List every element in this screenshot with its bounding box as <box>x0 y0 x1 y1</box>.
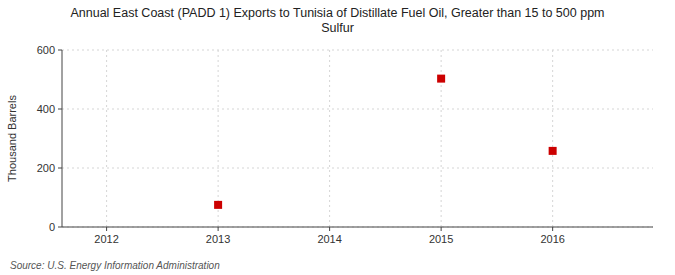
y-axis-label: Thousand Barrels <box>6 95 18 182</box>
x-tick-label: 2015 <box>429 233 453 245</box>
annotation: Source: U.S. Energy Information Administ… <box>10 260 220 271</box>
title-line: Annual East Coast (PADD 1) Exports to Tu… <box>70 6 604 20</box>
axes: 2012 2013 2014 2015 2016 0 200 400 600 <box>37 44 653 245</box>
chart: Annual East Coast (PADD 1) Exports to Tu… <box>0 0 675 275</box>
x-tick-label: 2013 <box>206 233 230 245</box>
grid-line-y <box>62 109 653 110</box>
x-axis-line <box>62 227 653 228</box>
grid-line-y <box>62 227 653 228</box>
grid-line-y <box>62 50 653 51</box>
x-tick-label: 2016 <box>540 233 564 245</box>
grid-line-x <box>329 50 330 227</box>
y-tick-label: 0 <box>49 221 55 233</box>
x-tick <box>329 227 330 231</box>
y-tick <box>58 227 62 228</box>
point <box>214 201 222 209</box>
grid-line-x <box>106 50 107 227</box>
points <box>214 75 557 209</box>
point <box>549 147 557 155</box>
title-line: Sulfur <box>321 21 354 35</box>
grid-line-x <box>552 50 553 227</box>
title: Annual East Coast (PADD 1) Exports to Tu… <box>70 6 604 35</box>
y-tick <box>58 50 62 51</box>
grid-line-x <box>218 50 219 227</box>
x-tick <box>552 227 553 231</box>
x-tick <box>106 227 107 231</box>
x-tick <box>218 227 219 231</box>
y-tick <box>58 168 62 169</box>
grid <box>62 50 653 227</box>
background <box>0 0 675 275</box>
point <box>437 75 445 83</box>
y-axis-line <box>62 50 63 227</box>
y-tick-label: 200 <box>37 162 55 174</box>
x-tick-label: 2014 <box>317 233 341 245</box>
x-tick-label: 2012 <box>94 233 118 245</box>
y-tick <box>58 109 62 110</box>
x-tick <box>441 227 442 231</box>
y-tick-label: 400 <box>37 103 55 115</box>
y-tick-label: 600 <box>37 44 55 56</box>
grid-line-y <box>62 168 653 169</box>
